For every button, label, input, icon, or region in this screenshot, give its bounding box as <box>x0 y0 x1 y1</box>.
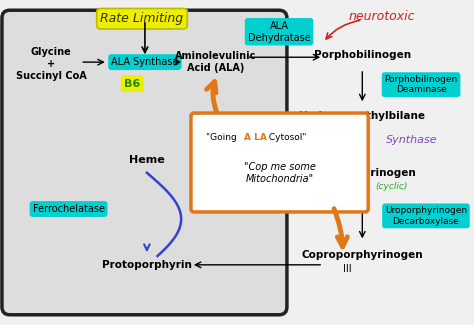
Text: III: III <box>343 264 352 274</box>
Text: Porphobilinogen
Deaminase: Porphobilinogen Deaminase <box>384 75 458 94</box>
Text: neurotoxic: neurotoxic <box>349 10 415 23</box>
Text: Coproporphyrinogen: Coproporphyrinogen <box>301 250 423 260</box>
Text: ALA Synthase: ALA Synthase <box>111 57 179 67</box>
Text: Synthase: Synthase <box>385 136 437 146</box>
Text: Heme: Heme <box>129 155 165 165</box>
Text: (cyclic): (cyclic) <box>375 182 408 191</box>
Text: Ferrochelatase: Ferrochelatase <box>33 204 105 214</box>
Text: Uroporphyrinogen: Uroporphyrinogen <box>309 168 416 178</box>
Text: Rate Limiting: Rate Limiting <box>100 12 183 25</box>
Text: Porphobilinogen: Porphobilinogen <box>314 50 411 60</box>
FancyBboxPatch shape <box>2 10 287 315</box>
Text: "Cop me some
Mitochondria": "Cop me some Mitochondria" <box>244 162 316 184</box>
Text: Glycine
+
Succinyl CoA: Glycine + Succinyl CoA <box>16 47 86 81</box>
Text: Fe+2: Fe+2 <box>193 204 219 214</box>
Text: III: III <box>343 181 352 191</box>
Text: Cytosol": Cytosol" <box>266 133 307 142</box>
FancyBboxPatch shape <box>191 113 368 212</box>
Text: Uroporphyrinogen
Decarboxylase: Uroporphyrinogen Decarboxylase <box>385 206 467 226</box>
Text: Hydroxymethylbilane: Hydroxymethylbilane <box>299 111 425 121</box>
Text: ALA
Dehydratase: ALA Dehydratase <box>248 21 310 43</box>
Text: A LA: A LA <box>244 133 267 142</box>
Text: B6: B6 <box>124 79 140 89</box>
Text: Aminolevulinic
Acid (ALA): Aminolevulinic Acid (ALA) <box>175 51 256 73</box>
Text: Protoporphyrin: Protoporphyrin <box>102 260 192 270</box>
Text: "Going: "Going <box>206 133 239 142</box>
